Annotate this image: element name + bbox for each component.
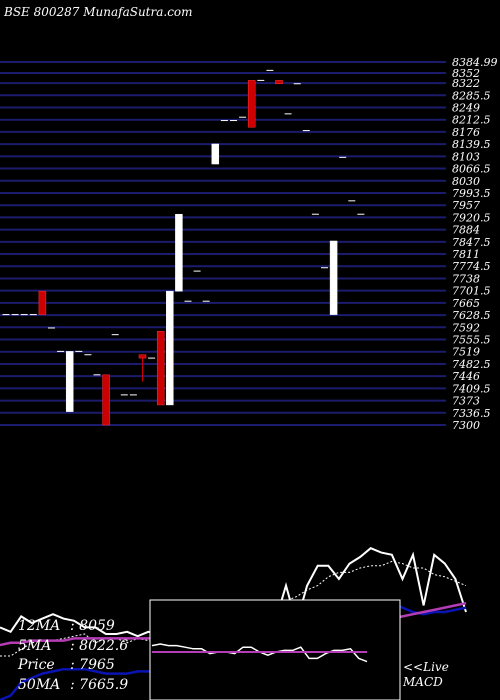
- macd-panel: [149, 599, 401, 700]
- y-tick-label: 7847.5: [452, 236, 491, 249]
- y-tick-label: 7300: [452, 419, 480, 432]
- candle: [175, 213, 183, 292]
- legend-row-50ma: 50MA: 7665.9: [18, 676, 158, 696]
- y-tick-label: 8212.5: [452, 114, 491, 127]
- candle: [166, 290, 174, 406]
- y-tick-label: 8176: [452, 126, 480, 139]
- legend-sep: :: [70, 676, 75, 693]
- candle: [102, 374, 110, 426]
- legend-key: Price: [18, 657, 55, 673]
- candle-body: [329, 240, 338, 315]
- y-tick-label: 8139.5: [452, 138, 491, 151]
- macd-frame: [149, 599, 401, 700]
- macd-label-title: MACD: [403, 675, 443, 689]
- y-tick-label: 8352: [452, 67, 480, 80]
- candle: [211, 143, 220, 165]
- y-tick-label: 7738: [452, 272, 480, 285]
- y-tick-label: 8249: [452, 101, 480, 114]
- legend-sep: :: [70, 657, 75, 673]
- y-tick-label: 7482.5: [452, 358, 491, 371]
- candle-body: [275, 80, 283, 84]
- legend-sep: :: [70, 618, 75, 634]
- legend-value: 8059: [79, 618, 115, 634]
- candle: [156, 331, 165, 406]
- y-tick-label: 7993.5: [452, 187, 491, 200]
- legend-key: 5MA: [18, 637, 52, 654]
- candle-body: [102, 374, 110, 426]
- y-tick-label: 8066.5: [452, 163, 491, 176]
- legend-key: 12MA: [18, 618, 61, 634]
- candle: [275, 80, 283, 84]
- legend-value: 7665.9: [79, 676, 129, 693]
- y-tick-label: 7811: [452, 248, 480, 261]
- legend-row-price: Price: 7965: [18, 656, 158, 676]
- y-tick-label: 7555.5: [452, 334, 491, 347]
- legend-row-5ma: 5MA: 8022.6: [18, 637, 158, 657]
- y-tick-label: 7884: [452, 224, 480, 237]
- moving-average-legend: 12MA: 8059 5MA: 8022.6 Price: 7965 50MA:…: [18, 617, 158, 695]
- y-tick-label: 7446: [452, 370, 480, 383]
- y-tick-label: 7957: [452, 199, 480, 212]
- candle-body: [156, 331, 165, 406]
- price-grid: [0, 61, 446, 426]
- candle-body: [247, 80, 256, 128]
- y-tick-label: 7409.5: [452, 382, 491, 395]
- y-tick-label: 7628.5: [452, 309, 491, 322]
- candle-body: [65, 351, 74, 412]
- macd-label-live: <<Live: [403, 660, 449, 674]
- candle-body: [175, 213, 183, 292]
- y-tick-label: 7701.5: [452, 285, 491, 298]
- legend-key: 50MA: [18, 676, 61, 693]
- candle: [247, 80, 256, 128]
- candle: [38, 290, 47, 315]
- y-tick-label: 8285.5: [452, 89, 491, 102]
- candle-body: [166, 290, 174, 406]
- legend-row-12ma: 12MA: 8059: [18, 617, 158, 637]
- y-tick-label: 7665: [452, 297, 480, 310]
- macd-label: <<Live MACD: [403, 660, 449, 690]
- candle: [138, 354, 147, 382]
- y-tick-label: 7920.5: [452, 211, 491, 224]
- candle-body: [138, 354, 147, 359]
- y-tick-label: 7336.5: [452, 407, 491, 420]
- y-tick-label: 7519: [452, 346, 480, 359]
- y-tick-label: 7774.5: [452, 260, 491, 273]
- candle-body: [211, 143, 220, 165]
- candle: [329, 240, 338, 315]
- y-tick-label: 8322: [452, 77, 480, 90]
- y-tick-label: 7592: [452, 321, 480, 334]
- legend-value: 7965: [79, 657, 115, 673]
- y-tick-label: 8384.99: [452, 56, 498, 69]
- candle: [65, 351, 74, 412]
- y-axis-ticks: 8384.99835283228285.582498212.581768139.…: [452, 56, 498, 432]
- candles: [2, 69, 365, 426]
- legend-sep: :: [70, 637, 75, 654]
- legend-value: 8022.6: [79, 637, 129, 654]
- candle-body: [38, 290, 47, 315]
- y-tick-label: 7373: [452, 395, 480, 408]
- y-tick-label: 8103: [452, 150, 480, 163]
- chart-title: BSE 800287 MunafaSutra.com: [3, 5, 193, 19]
- y-tick-label: 8030: [452, 175, 480, 188]
